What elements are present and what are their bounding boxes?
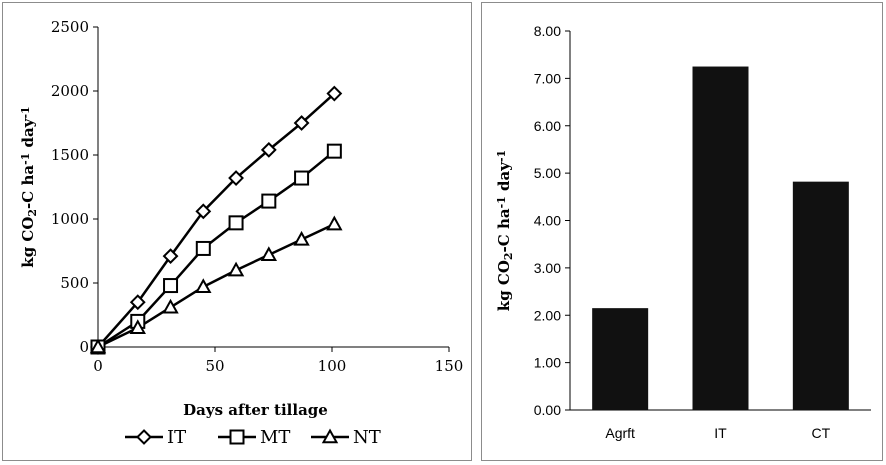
y-tick-label: 8.00 <box>534 23 561 39</box>
x-tick-label: CT <box>811 425 830 441</box>
data-point-nt <box>293 230 310 246</box>
bar-chart-panel: 0.00 1.00 2.00 3.00 4.00 5.00 6.00 7.00 8.00 Agrf… <box>481 2 883 461</box>
data-point-nt <box>260 246 278 262</box>
legend-marker <box>136 429 152 445</box>
y-tick-label: 0 <box>79 338 89 356</box>
legend-label: IT <box>167 427 186 448</box>
data-point-nt <box>227 261 245 277</box>
legend-label: MT <box>260 427 290 448</box>
x-tick-label: 150 <box>435 357 464 375</box>
data-point-mt <box>195 240 211 256</box>
y-tick-label: 3.00 <box>534 260 561 276</box>
data-point-nt <box>129 319 146 334</box>
data-point-it <box>326 85 343 102</box>
y-tick-label: 1.00 <box>534 355 561 371</box>
bar-chart: 0.00 1.00 2.00 3.00 4.00 5.00 6.00 7.00 8.00 Agrf… <box>495 23 871 441</box>
data-point-it <box>162 248 179 265</box>
x-tick-label: Agrft <box>605 425 635 441</box>
y-tick-label: 4.00 <box>534 213 561 229</box>
y-tick-label: 6.00 <box>534 118 561 134</box>
data-point-it <box>129 294 146 311</box>
legend-marker <box>229 429 245 445</box>
bar-ct <box>792 181 849 410</box>
y-tick-label: 2500 <box>51 18 89 36</box>
x-tick-label: 100 <box>318 357 347 375</box>
legend: IT MT NT <box>125 427 381 448</box>
data-point-mt <box>326 143 342 159</box>
data-point-it <box>293 115 310 131</box>
y-tick-label: 5.00 <box>534 165 561 181</box>
x-axis-title: Days after tillage <box>183 401 328 419</box>
bar-it <box>692 66 749 410</box>
data-point-mt <box>228 215 244 231</box>
y-tick-label: 0.00 <box>534 402 561 418</box>
data-point-nt <box>162 298 179 314</box>
y-tick-label: 500 <box>60 274 89 292</box>
series-line-it <box>97 92 336 348</box>
legend-label: NT <box>353 427 381 448</box>
line-chart-panel: 0 500 1000 1500 2000 2500 0 50 100 150 Days after… <box>2 2 472 461</box>
x-tick-label: 0 <box>93 357 103 375</box>
y-tick-label: 7.00 <box>534 70 561 86</box>
y-tick-label: 2000 <box>51 82 89 100</box>
y-axis-title: kg CO2-C ha-1 day-1 <box>19 106 39 267</box>
x-tick-label: IT <box>714 425 727 441</box>
data-point-it <box>260 141 277 158</box>
data-point-nt <box>89 338 107 354</box>
legend-marker <box>321 428 339 444</box>
data-point-nt <box>195 278 212 294</box>
x-tick-label: 50 <box>205 357 224 375</box>
y-tick-label: 2.00 <box>534 307 561 323</box>
data-point-it <box>228 170 244 186</box>
y-tick-label: 1000 <box>51 210 89 228</box>
line-chart: 0 500 1000 1500 2000 2500 0 50 100 150 Days after… <box>19 18 464 448</box>
data-point-mt <box>294 170 310 186</box>
y-axis-title: kg CO2-C ha-1 day-1 <box>495 150 515 311</box>
data-point-mt <box>261 193 277 209</box>
data-point-nt <box>326 215 343 231</box>
bar-agrft <box>592 308 649 410</box>
data-point-it <box>195 203 212 220</box>
y-tick-label: 1500 <box>51 146 89 164</box>
data-point-mt <box>163 278 179 294</box>
